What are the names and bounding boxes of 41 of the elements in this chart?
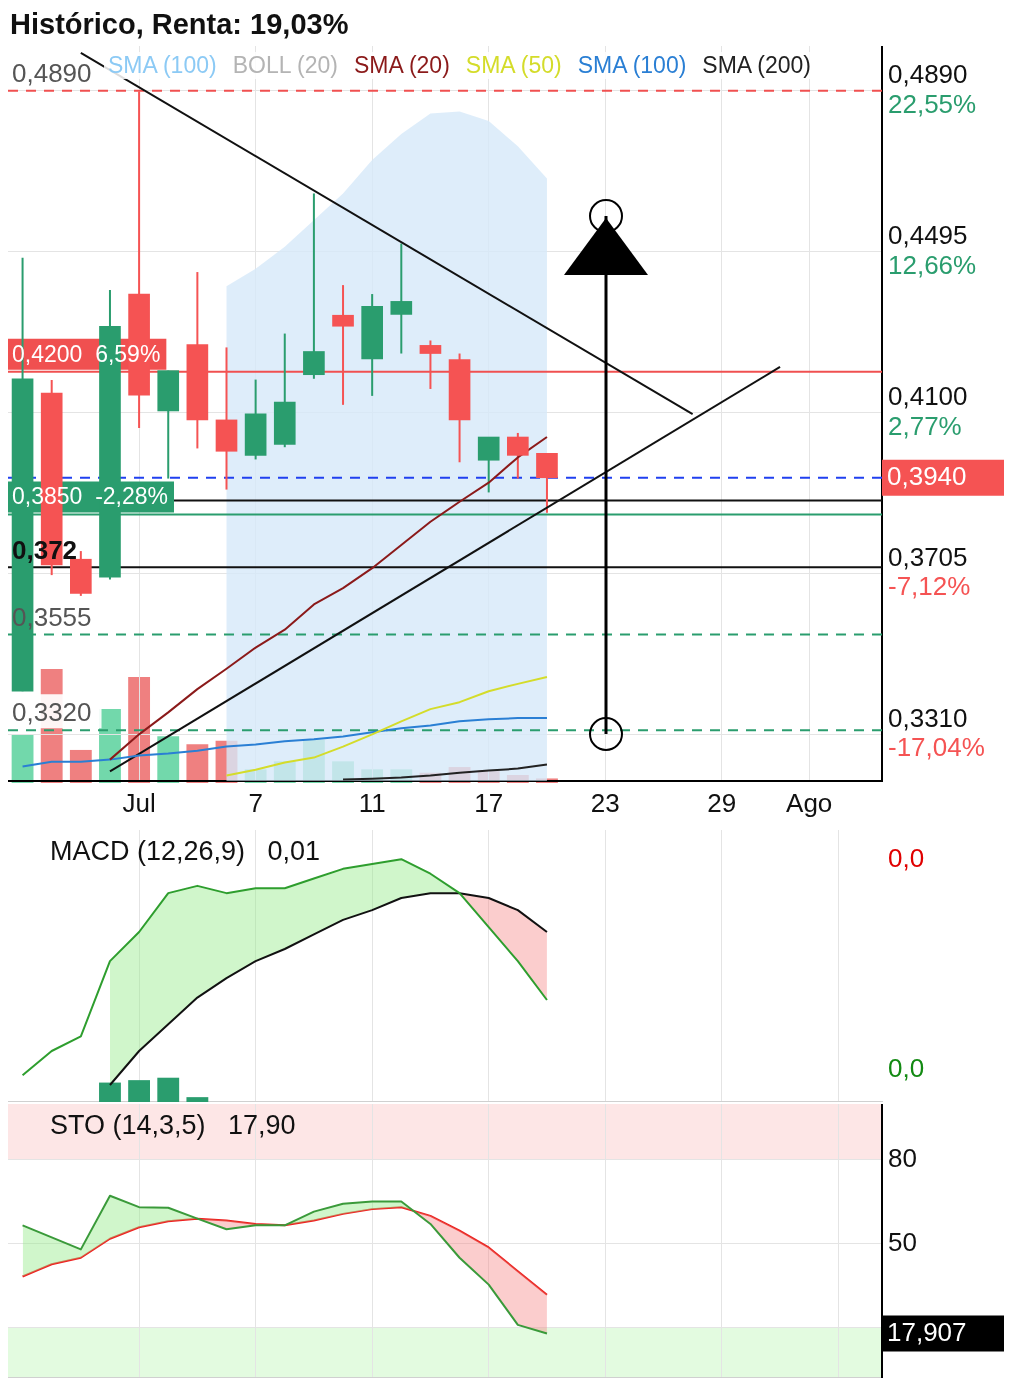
y2-tick-label: 12,66% — [888, 249, 977, 280]
ref-line-label: 0,372 — [12, 534, 78, 565]
y2-tick-label: -7,12% — [888, 571, 971, 602]
y-tick-label: 0,4495 — [888, 219, 968, 250]
y-tick-label: 0,3705 — [888, 541, 968, 572]
y-tick-label: 80 — [888, 1143, 917, 1174]
chart-title: MACD (12,26,9) 0,01 — [50, 836, 321, 867]
bar — [157, 1077, 180, 1102]
text: SMA (100) — [577, 52, 687, 79]
x-tick-label: Jul — [122, 787, 156, 818]
bar — [128, 1080, 151, 1102]
x-tick-label: 23 — [590, 787, 620, 818]
bar — [186, 744, 209, 783]
chart-title: STO (14,3,5) 17,90 — [50, 1110, 296, 1141]
text: SMA (20) — [353, 52, 450, 79]
text: SMA (50) — [465, 52, 562, 79]
bar — [157, 736, 180, 783]
ref-line-label: 0,3940 — [887, 460, 967, 491]
annotation: SMA (100) — [108, 52, 217, 79]
x-tick-label: 29 — [707, 787, 737, 818]
annotation: BOLL (20) — [232, 52, 338, 79]
text: 0,0 — [888, 843, 925, 874]
x-tick-label: 17 — [474, 787, 504, 818]
y2-tick-label: -17,04% — [888, 732, 985, 763]
x-tick-label: Ago — [786, 787, 833, 818]
ref-line-label: 0,4890 — [12, 57, 92, 88]
y-tick-label: 0,4890 — [888, 58, 968, 89]
y2-tick-label: 22,55% — [888, 89, 977, 120]
ref-line-label: 0,3320 — [12, 697, 92, 728]
y-tick-label: 0,4100 — [888, 380, 968, 411]
y-tick-label: 50 — [888, 1226, 917, 1257]
x-tick-label: 7 — [248, 787, 263, 818]
text: 17,907 — [887, 1316, 967, 1347]
x-tick-label: 11 — [358, 787, 386, 818]
y-tick-label: 0,3310 — [888, 702, 968, 733]
chart-title: Histórico, Renta: 19,03% — [10, 8, 349, 41]
bar — [186, 1097, 209, 1102]
text: SMA (200) — [702, 52, 811, 79]
bar — [99, 1082, 121, 1102]
y2-tick-label: 2,77% — [888, 410, 962, 441]
text: 0,0 — [888, 1053, 925, 1084]
